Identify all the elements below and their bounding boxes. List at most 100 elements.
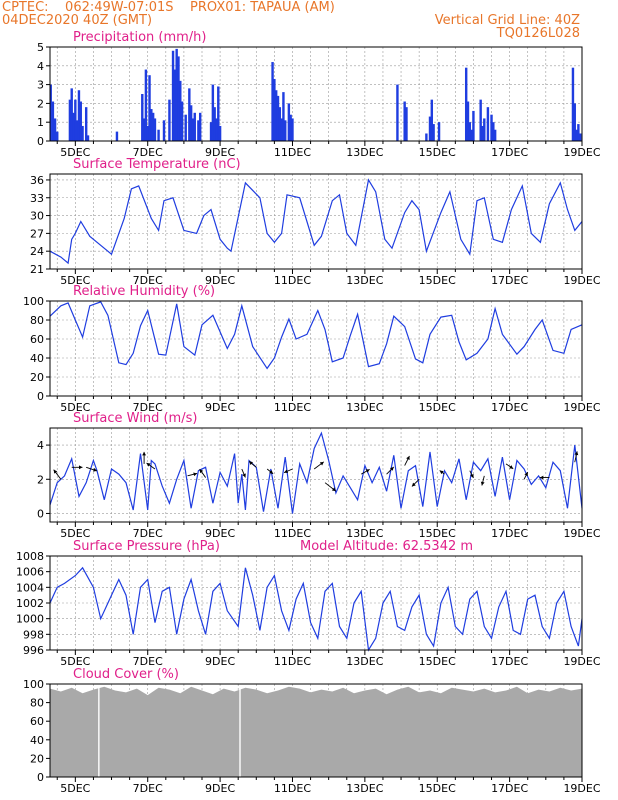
precip-bar	[209, 122, 213, 141]
precip-bar	[148, 75, 151, 141]
precip-bar	[403, 101, 406, 141]
wind-arrowhead	[146, 463, 151, 467]
precip-bar	[77, 90, 81, 141]
precip-bar	[146, 125, 149, 141]
y-tick-label: 3	[37, 79, 44, 92]
x-tick-label: 15DEC	[419, 401, 456, 414]
y-tick-label: 24	[30, 245, 44, 258]
precip-bar	[191, 118, 195, 141]
precip-bar	[425, 133, 428, 141]
x-tick-label: 19DEC	[563, 782, 600, 795]
wind-arrowhead	[439, 470, 444, 475]
y-tick-label: 20	[30, 371, 44, 384]
precip-bar	[151, 112, 155, 141]
x-tick-label: 15DEC	[419, 146, 456, 159]
x-tick-label: 11DEC	[274, 274, 311, 287]
precip-bar	[86, 135, 90, 141]
plot-frame	[49, 46, 583, 142]
wind-arrowhead	[193, 472, 198, 477]
cloud-area	[50, 686, 582, 777]
x-tick-label: 19DEC	[563, 527, 600, 540]
x-tick-label: 9DEC	[205, 782, 235, 795]
wind-arrowhead	[79, 465, 83, 470]
x-tick-label: 5DEC	[60, 401, 90, 414]
y-tick-label: 40	[30, 734, 44, 747]
precip-bar	[575, 129, 578, 141]
precip-bar	[278, 107, 282, 141]
series-line	[49, 178, 583, 265]
precip-bar	[184, 114, 187, 141]
y-tick-label: 80	[30, 314, 44, 327]
precip-bar	[466, 101, 470, 141]
x-tick-label: 9DEC	[205, 527, 235, 540]
y-tick-label: 30	[30, 210, 44, 223]
x-tick-label: 17DEC	[491, 655, 528, 668]
precip-bar	[218, 125, 222, 141]
panel-annotation: Model Altitude: 62.5342 m	[300, 539, 473, 554]
series-line	[49, 301, 583, 370]
precip-bar	[464, 67, 468, 141]
x-tick-label: 11DEC	[274, 401, 311, 414]
wind-arrowhead	[574, 451, 579, 456]
precip-bar	[577, 124, 580, 141]
x-tick-label: 13DEC	[346, 527, 383, 540]
x-tick-label: 17DEC	[491, 401, 528, 414]
precip-bar	[493, 129, 497, 141]
precip-bar	[211, 84, 215, 141]
precip-bar	[578, 133, 582, 141]
wind-arrowhead	[142, 451, 147, 456]
y-tick-label: 100	[23, 678, 44, 691]
wind-arrowhead	[199, 469, 204, 474]
x-tick-label: 7DEC	[133, 274, 163, 287]
y-tick-label: 1	[37, 116, 44, 129]
panel-5: 0 20 40 60 80 100 5DEC 7DEC 9DEC 11DEC 13DEC 15DEC 1…	[23, 667, 601, 795]
x-tick-label: 11DEC	[274, 655, 311, 668]
precip-bar	[168, 99, 171, 141]
x-tick-label: 7DEC	[133, 655, 163, 668]
x-tick-label: 9DEC	[205, 401, 235, 414]
wind-arrowhead	[331, 487, 336, 492]
y-tick-label: 998	[23, 628, 44, 641]
x-tick-label: 19DEC	[563, 146, 600, 159]
wind-arrowhead	[53, 469, 58, 474]
wind-arrowhead	[93, 467, 97, 472]
precip-bar	[289, 114, 292, 141]
plot-frame	[49, 683, 583, 778]
precip-bar	[428, 116, 432, 141]
precip-bar	[470, 129, 473, 141]
x-tick-label: 11DEC	[274, 146, 311, 159]
precip-bar	[492, 122, 495, 141]
x-tick-label: 19DEC	[563, 401, 600, 414]
y-tick-label: 21	[30, 263, 44, 276]
x-tick-label: 17DEC	[491, 274, 528, 287]
x-tick-label: 13DEC	[346, 146, 383, 159]
wind-arrowhead	[242, 473, 246, 478]
x-tick-label: 19DEC	[563, 274, 600, 287]
x-tick-label: 11DEC	[274, 782, 311, 795]
y-tick-label: 4	[37, 60, 44, 73]
wind-arrowhead	[249, 461, 254, 466]
wind-arrowhead	[269, 470, 274, 474]
precip-bar	[405, 107, 408, 141]
precip-bar	[175, 48, 178, 141]
wind-arrowhead	[470, 473, 474, 478]
precip-bar	[287, 103, 291, 141]
precip-bar	[49, 84, 52, 141]
y-tick-label: 1004	[16, 581, 44, 594]
x-tick-label: 11DEC	[274, 527, 311, 540]
panel-3: 0 2 4 5DEC 7DEC 9DEC 11DEC 13DEC 15DEC 17DEC 19DEC…	[37, 411, 601, 540]
y-tick-label: 33	[30, 192, 44, 205]
x-tick-label: 17DEC	[491, 527, 528, 540]
precip-bar	[193, 112, 196, 141]
precip-bar	[179, 80, 182, 141]
precip-bar	[177, 56, 180, 141]
precip-bar	[51, 101, 55, 141]
y-tick-label: 4	[37, 439, 44, 452]
wind-arrowhead	[411, 482, 416, 487]
precip-bar	[432, 124, 435, 141]
panel-4: 996 998 1000 1002 1004 1006 1008 5DEC 7DEC 9DEC 11…	[16, 539, 601, 668]
y-tick-label: 1008	[16, 550, 44, 563]
y-tick-label: 2	[37, 473, 44, 486]
wind-arrowhead	[480, 481, 485, 486]
